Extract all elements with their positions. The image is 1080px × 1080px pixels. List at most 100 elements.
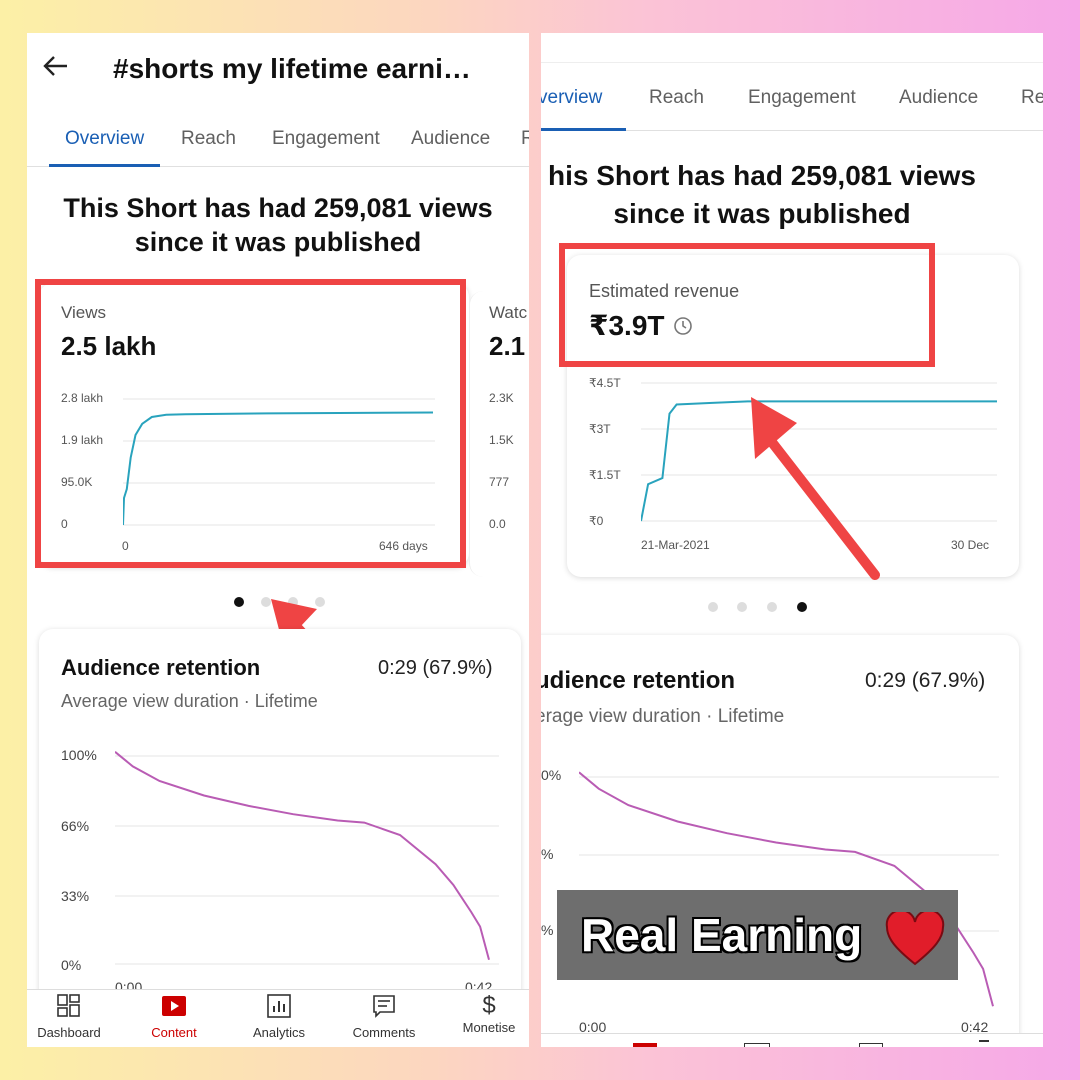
y-tick: ₹4.5T: [589, 376, 621, 390]
carousel-dot[interactable]: [288, 597, 298, 607]
analytics-icon: [267, 994, 291, 1018]
banner-text: Real Earning: [581, 909, 863, 961]
carousel-dot-active[interactable]: [797, 602, 807, 612]
y-tick: 0.0: [489, 517, 506, 531]
bottom-nav: Dashboard Content Analytics Comments $ M…: [27, 989, 529, 1047]
tab-engagement[interactable]: Engagement: [272, 128, 380, 149]
retention-series-line: [579, 771, 994, 1007]
watch-time-card[interactable]: [469, 291, 529, 577]
x-tick-start: 0: [122, 539, 129, 553]
revenue-series-line: [641, 400, 997, 522]
tab-active-indicator: [49, 164, 160, 167]
retention-value: 0:29 (67.9%): [378, 657, 493, 679]
x-tick-end: 30 Dec: [951, 538, 990, 552]
tab-bar: Overview Reach Engagement Audience R: [27, 105, 529, 167]
bottom-nav-cropped: [541, 1033, 1043, 1047]
views-card[interactable]: [39, 283, 469, 567]
headline-line-2: since it was published: [134, 227, 422, 257]
tab-engagement[interactable]: Engagement: [748, 87, 856, 108]
y-tick: 1.9 lakh: [61, 433, 104, 447]
left-screenshot-panel: #shorts my lifetime earni… Overview Reac…: [27, 33, 529, 1047]
nav-monetise[interactable]: $ Monetise: [439, 994, 529, 1036]
tab-bar: verview Reach Engagement Audience Re: [541, 63, 1043, 131]
x-tick-start: 21-Mar-2021: [641, 538, 710, 552]
carousel-dot[interactable]: [315, 597, 325, 607]
carousel-dot-active[interactable]: [234, 597, 244, 607]
tab-audience[interactable]: Audience: [899, 87, 979, 108]
retention-series-line: [115, 751, 490, 961]
x-tick-end: 0:42: [961, 1019, 989, 1035]
tab-revenue[interactable]: Re: [1021, 87, 1043, 108]
y-tick: 0%: [61, 957, 82, 973]
y-tick: %: [541, 922, 554, 938]
nav-label: Dashboard: [37, 1025, 101, 1040]
y-tick: 33%: [61, 888, 90, 904]
comments-icon: [373, 995, 395, 1018]
content-icon: [162, 996, 186, 1016]
tab-revenue[interactable]: R: [521, 128, 529, 149]
tab-audience[interactable]: Audience: [411, 128, 491, 149]
nav-label: Comments: [352, 1025, 416, 1040]
revenue-card[interactable]: [567, 255, 1019, 577]
nav-comments[interactable]: Comments: [334, 994, 434, 1040]
headline-line-1: This Short has had 259,081 views: [63, 193, 493, 223]
y-tick: 777: [489, 475, 510, 489]
y-tick: 1.5K: [489, 433, 514, 447]
analytics-icon[interactable]: [744, 1043, 770, 1047]
nav-label: Monetise: [462, 1020, 516, 1035]
y-tick: %: [541, 846, 554, 862]
y-tick: 2.8 lakh: [61, 391, 104, 405]
revenue-label: Estimated revenue: [589, 281, 740, 301]
comments-icon[interactable]: [859, 1043, 883, 1047]
dashboard-icon: [57, 994, 80, 1017]
cropped-header: [541, 33, 1043, 63]
nav-analytics[interactable]: Analytics: [229, 994, 329, 1040]
revenue-value: ₹3.9T: [589, 310, 665, 341]
highlight-box: [559, 243, 935, 367]
carousel-dot[interactable]: [767, 602, 777, 612]
right-screenshot-panel: verview Reach Engagement Audience Re his…: [541, 33, 1043, 1047]
views-headline: This Short has had 259,081 views since i…: [27, 191, 529, 259]
views-label: Views: [61, 303, 107, 322]
retention-subtitle: Average view duration · Lifetime: [61, 691, 318, 711]
retention-title: Audience retention: [61, 655, 261, 680]
page-title: #shorts my lifetime earni…: [113, 53, 471, 84]
x-tick-start: 0:00: [579, 1019, 607, 1035]
tab-reach[interactable]: Reach: [181, 128, 236, 149]
retention-title: udience retention: [541, 667, 736, 694]
views-chart: [123, 398, 435, 526]
watch-time-label: Watc: [489, 303, 528, 322]
dollar-icon[interactable]: [979, 1040, 989, 1047]
headline-line-1: his Short has had 259,081 views: [548, 160, 976, 191]
retention-value: 0:29 (67.9%): [865, 669, 986, 692]
carousel-dot[interactable]: [737, 602, 747, 612]
y-tick: ₹0: [589, 514, 604, 528]
carousel-dot[interactable]: [261, 597, 271, 607]
carousel-dot[interactable]: [708, 602, 718, 612]
tab-overview[interactable]: verview: [541, 87, 603, 108]
tab-reach[interactable]: Reach: [649, 87, 704, 108]
nav-content[interactable]: Content: [124, 994, 224, 1040]
revenue-value-row: ₹3.9T: [589, 309, 693, 342]
real-earning-banner: Real Earning: [557, 890, 958, 980]
content-icon[interactable]: [633, 1043, 657, 1047]
y-tick: ₹3T: [589, 422, 611, 436]
y-tick: 2.3K: [489, 391, 514, 405]
tab-overview[interactable]: Overview: [65, 128, 145, 149]
views-headline: his Short has had 259,081 views since it…: [541, 157, 1003, 233]
back-arrow-icon[interactable]: [41, 51, 73, 83]
red-arrow-annotation: [751, 397, 880, 580]
nav-dashboard[interactable]: Dashboard: [27, 994, 119, 1040]
clock-icon[interactable]: [673, 316, 693, 336]
retention-card[interactable]: [39, 629, 521, 1047]
y-tick: ₹1.5T: [589, 468, 621, 482]
y-tick: 100%: [61, 747, 97, 763]
heart-icon: [885, 909, 945, 966]
nav-label: Analytics: [252, 1025, 306, 1040]
headline-line-2: since it was published: [613, 198, 911, 229]
views-value: 2.5 lakh: [61, 331, 157, 361]
watch-time-value: 2.1: [489, 331, 526, 361]
tab-active-indicator: [541, 128, 626, 131]
revenue-chart: [641, 382, 997, 522]
y-tick: 95.0K: [61, 475, 93, 489]
